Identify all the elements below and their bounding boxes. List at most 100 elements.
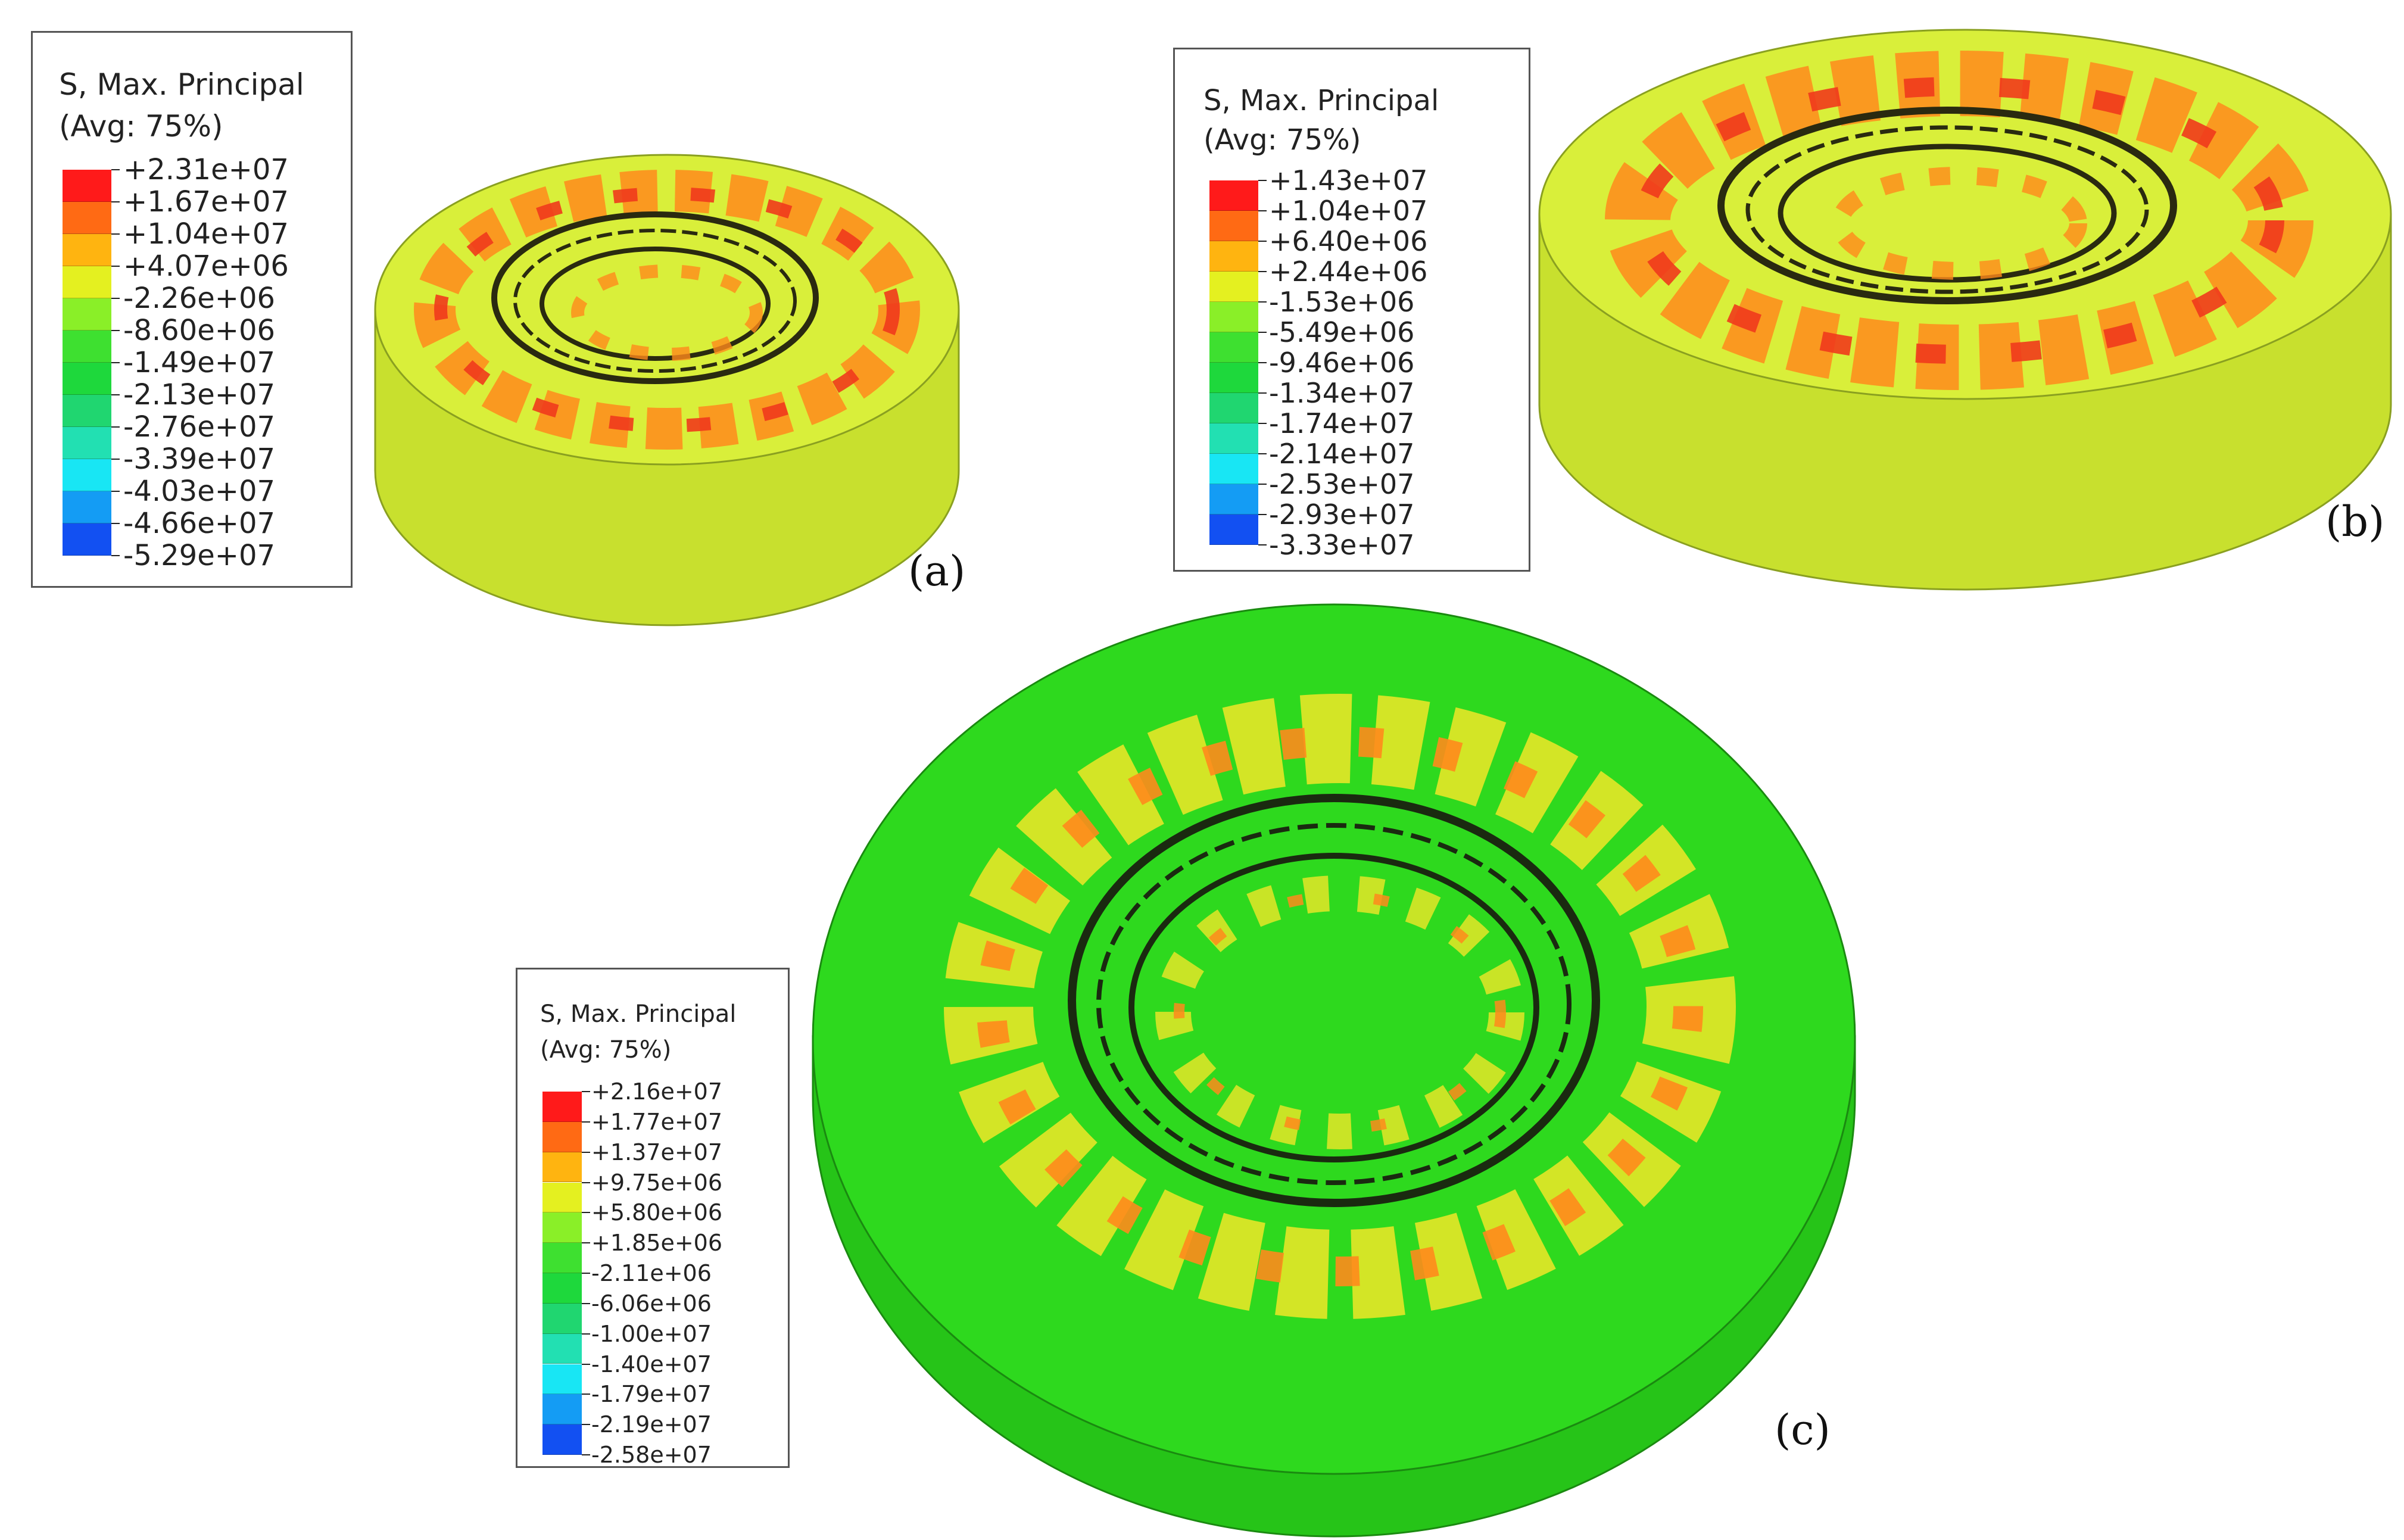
legend-value-label: -8.60e+06	[123, 314, 276, 347]
legend-tick	[1258, 392, 1267, 394]
legend-swatch	[63, 395, 111, 427]
legend-swatch	[542, 1152, 582, 1183]
legend-value-label: +1.85e+06	[591, 1230, 723, 1257]
legend-tick	[1258, 362, 1267, 363]
legend-swatch	[542, 1273, 582, 1304]
panel-a: S, Max. Principal (Avg: 75%) +2.31e+07 +1…	[0, 0, 1042, 643]
legend-tick	[1258, 423, 1267, 424]
bearing-mid-a	[513, 229, 797, 373]
legend-tick	[582, 1454, 590, 1455]
legend-swatch	[1209, 393, 1258, 423]
legend-value-label: +2.16e+07	[591, 1078, 723, 1105]
legend-swatch	[542, 1424, 582, 1455]
legend-value-label: +2.44e+06	[1269, 255, 1428, 288]
legend-value-label: -2.14e+07	[1269, 438, 1415, 470]
bearing-mid-c	[1096, 823, 1572, 1185]
legend-swatch	[63, 363, 111, 395]
legend-value-label: +4.07e+06	[123, 250, 289, 283]
legend-value-label: -1.74e+07	[1269, 407, 1415, 439]
legend-tick	[111, 201, 120, 202]
stress-hot-a	[434, 187, 900, 432]
legend-swatch	[63, 491, 111, 523]
legend-value-label: -3.33e+07	[1269, 529, 1415, 561]
legend-tick	[1258, 180, 1267, 181]
legend-swatch	[63, 331, 111, 363]
legend-swatch	[1209, 272, 1258, 302]
legend-swatch	[542, 1303, 582, 1334]
disc-model-c	[812, 603, 1856, 1538]
bearing-inner-b	[1778, 144, 2117, 283]
legend-value-label: +1.04e+07	[123, 217, 289, 251]
legend-tick	[111, 555, 120, 556]
bearing-outer-a	[491, 211, 819, 384]
legend-tick	[1258, 484, 1267, 485]
legend-tick	[111, 233, 120, 235]
panel-label-b: (b)	[2325, 497, 2385, 546]
panel-label-a: (a)	[908, 547, 966, 596]
legend-value-label: -2.19e+07	[591, 1411, 712, 1438]
legend-value-label: -4.03e+07	[123, 475, 276, 508]
bearing-inner-a	[540, 247, 771, 361]
legend-swatch	[63, 523, 111, 556]
legend-swatch	[542, 1333, 582, 1364]
legend-value-label: -1.79e+07	[591, 1381, 712, 1408]
panel-label-c: (c)	[1775, 1405, 1831, 1454]
legend-value-label: -1.40e+07	[591, 1351, 712, 1377]
legend-tick	[582, 1242, 590, 1244]
legend-tick	[1258, 332, 1267, 333]
legend-value-label: -9.46e+06	[1269, 347, 1415, 379]
legend-tick	[111, 426, 120, 428]
legend-value-label: +1.04e+07	[1269, 195, 1428, 227]
legend-tick	[1258, 271, 1267, 272]
legend-value-label: -2.11e+06	[591, 1260, 712, 1286]
legend-value-label: -1.34e+07	[1269, 377, 1415, 409]
legend-swatch	[1209, 180, 1258, 211]
legend-value-label: +6.40e+06	[1269, 225, 1428, 257]
legend-value-label: -2.13e+07	[123, 378, 276, 412]
legend-colorbar-a: +2.31e+07 +1.67e+07 +1.04e+07 +4.07e+06 -2.2…	[63, 155, 289, 570]
legend-tick	[111, 266, 120, 267]
legend-value-label: -1.00e+07	[591, 1320, 712, 1347]
legend-swatch	[542, 1092, 582, 1122]
legend-value-label: -2.53e+07	[1269, 468, 1415, 500]
legend-tick	[582, 1182, 590, 1183]
legend-swatch	[1209, 302, 1258, 332]
legend-tick	[1258, 514, 1267, 515]
legend-colorbar-c: +2.16e+07 +1.77e+07 +1.37e+07 +9.75e+06 +5.8…	[542, 1080, 722, 1466]
legend-tick	[111, 394, 120, 395]
legend-tick	[582, 1121, 590, 1123]
legend-tick	[111, 362, 120, 363]
legend-tick	[111, 459, 120, 460]
legend-colorbar-b: +1.43e+07 +1.04e+07 +6.40e+06 +2.44e+06 -1.5…	[1209, 167, 1427, 559]
stress-hot-c	[977, 727, 1703, 1286]
legend-value-label: +1.67e+07	[123, 185, 289, 219]
legend-a: S, Max. Principal (Avg: 75%) +2.31e+07 +1…	[31, 31, 353, 588]
legend-swatch	[542, 1182, 582, 1213]
legend-swatch	[1209, 241, 1258, 272]
legend-swatch	[63, 298, 111, 331]
disc-model-b	[1538, 29, 2392, 591]
legend-title-a: S, Max. Principal	[59, 67, 304, 102]
legend-tick	[1258, 544, 1267, 545]
legend-swatch	[63, 202, 111, 234]
legend-swatch	[542, 1212, 582, 1243]
legend-value-label: -4.66e+07	[123, 507, 276, 540]
legend-tick	[582, 1151, 590, 1153]
legend-tick	[582, 1212, 590, 1214]
legend-tick	[582, 1333, 590, 1335]
legend-b: S, Max. Principal (Avg: 75%) +1.43e+07 +1…	[1173, 48, 1530, 572]
legend-value-label: -3.39e+07	[123, 442, 276, 476]
legend-tick	[582, 1394, 590, 1395]
legend-swatch	[542, 1243, 582, 1273]
legend-swatch	[63, 266, 111, 298]
legend-tick	[582, 1091, 590, 1092]
legend-value-label: +5.80e+06	[591, 1199, 723, 1226]
legend-subtitle-c: (Avg: 75%)	[540, 1036, 672, 1064]
bearing-outer-c	[1068, 794, 1600, 1207]
legend-value-label: -2.58e+07	[591, 1442, 712, 1468]
legend-value-label: -2.76e+07	[123, 410, 276, 444]
legend-c: S, Max. Principal (Avg: 75%) +2.16e+07 +1…	[516, 968, 790, 1468]
legend-subtitle-b: (Avg: 75%)	[1203, 123, 1361, 157]
legend-swatch	[1209, 363, 1258, 393]
legend-tick	[111, 298, 120, 299]
